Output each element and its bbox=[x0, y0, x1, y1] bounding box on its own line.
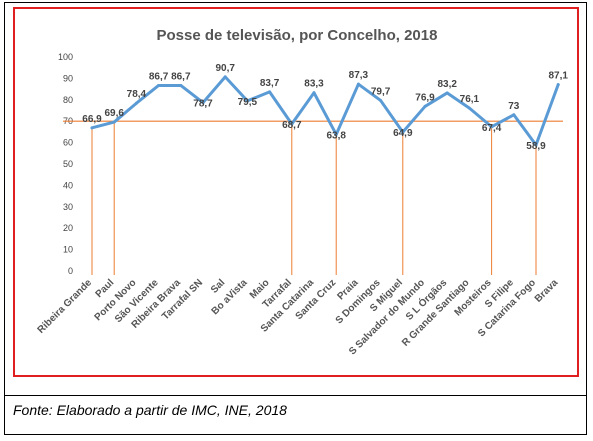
series-group bbox=[90, 75, 560, 147]
data-label: 63,8 bbox=[326, 130, 346, 141]
source-caption: Fonte: Elaborado a partir de IMC, INE, 2… bbox=[13, 402, 287, 418]
data-point bbox=[223, 75, 227, 79]
chart-title: Posse de televisão, por Concelho, 2018 bbox=[157, 27, 438, 44]
caption-divider bbox=[5, 395, 586, 396]
data-label: 87,1 bbox=[548, 71, 568, 82]
drop-lines bbox=[91, 122, 537, 275]
data-point bbox=[490, 125, 494, 129]
data-point bbox=[334, 132, 338, 136]
data-point bbox=[423, 104, 427, 108]
data-point bbox=[534, 143, 538, 147]
data-point bbox=[401, 130, 405, 134]
y-tick-label: 20 bbox=[63, 223, 73, 233]
data-point bbox=[445, 91, 449, 95]
data-point bbox=[356, 82, 360, 86]
data-label: 90,7 bbox=[215, 63, 235, 74]
data-point bbox=[157, 83, 161, 87]
y-tick-label: 40 bbox=[63, 180, 73, 190]
y-tick-label: 10 bbox=[63, 245, 73, 255]
data-point bbox=[179, 83, 183, 87]
data-point bbox=[379, 98, 383, 102]
data-label: 68,7 bbox=[282, 120, 302, 131]
chart-frame: Posse de televisão, por Concelho, 2018 0… bbox=[13, 7, 579, 377]
data-point bbox=[556, 83, 560, 87]
data-labels: 66,969,678,486,7 86,778,790,779,583,768,7… bbox=[82, 63, 568, 152]
data-point bbox=[112, 120, 116, 124]
data-label: 73 bbox=[508, 101, 520, 112]
data-point bbox=[201, 101, 205, 105]
data-label: 79,7 bbox=[371, 86, 391, 97]
data-label: 86,7 bbox=[149, 71, 169, 82]
x-tick-label: Ribeira Grande bbox=[36, 277, 95, 336]
data-point bbox=[134, 101, 138, 105]
data-label: 83,2 bbox=[437, 79, 457, 90]
x-tick-label: Brava bbox=[533, 277, 561, 305]
y-tick-label: 90 bbox=[63, 73, 73, 83]
data-point bbox=[312, 91, 316, 95]
data-label: 66,9 bbox=[82, 114, 102, 125]
data-label: 83,7 bbox=[260, 78, 280, 89]
data-point bbox=[90, 126, 94, 130]
data-label: 76,1 bbox=[460, 94, 480, 105]
data-label: 79,5 bbox=[238, 97, 258, 108]
data-label: 67,4 bbox=[482, 123, 502, 134]
data-label: 76,9 bbox=[415, 92, 435, 103]
data-label: 78,7 bbox=[193, 99, 213, 110]
figure-container: Posse de televisão, por Concelho, 2018 0… bbox=[4, 2, 587, 435]
line-chart: Posse de televisão, por Concelho, 2018 0… bbox=[36, 27, 569, 358]
data-label: 58,9 bbox=[526, 141, 546, 152]
y-tick-label: 80 bbox=[63, 95, 73, 105]
data-point bbox=[245, 99, 249, 103]
y-tick-label: 30 bbox=[63, 202, 73, 212]
data-label: 87,3 bbox=[349, 70, 369, 81]
data-label: 86,7 bbox=[171, 71, 191, 82]
y-tick-label: 50 bbox=[63, 159, 73, 169]
data-label: 83,3 bbox=[304, 79, 324, 90]
data-point bbox=[467, 106, 471, 110]
series-line bbox=[90, 75, 560, 147]
data-point bbox=[268, 90, 272, 94]
x-tick-label: Sal bbox=[209, 277, 228, 296]
y-tick-label: 60 bbox=[63, 138, 73, 148]
data-label: 64,9 bbox=[393, 128, 413, 139]
data-label: 78,4 bbox=[127, 89, 147, 100]
data-point bbox=[290, 122, 294, 126]
y-tick-label: 100 bbox=[58, 52, 73, 62]
data-point bbox=[512, 113, 516, 117]
data-label: 69,6 bbox=[104, 108, 124, 119]
y-tick-label: 0 bbox=[68, 266, 73, 276]
